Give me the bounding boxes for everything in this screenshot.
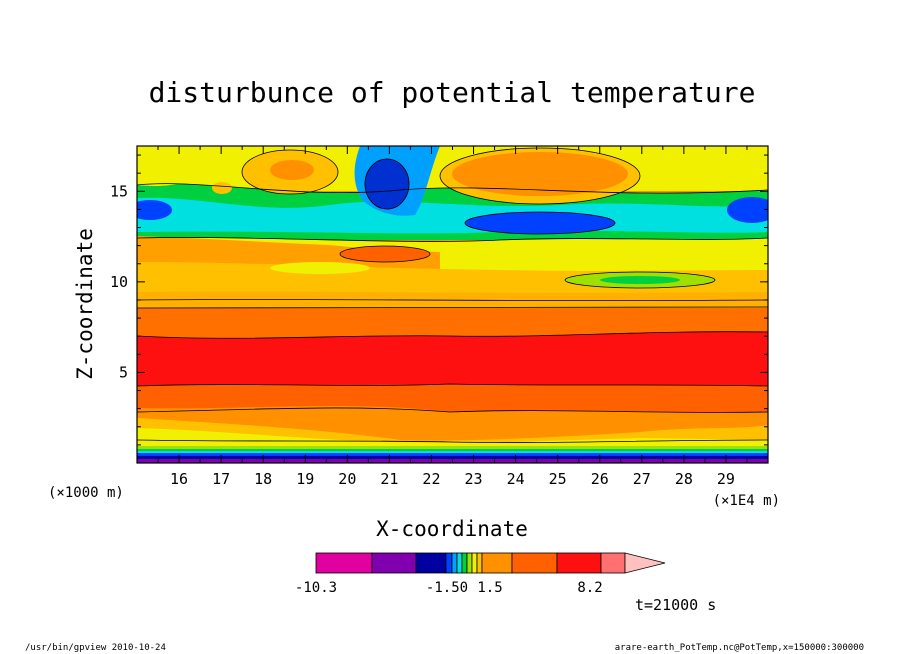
colorbar-cell [466, 552, 473, 574]
x-tick-label: 25 [549, 470, 567, 488]
x-tick-label: 18 [254, 470, 272, 488]
colorbar-cell [471, 552, 478, 574]
colorbar-label-min: -10.3 [295, 580, 337, 596]
colorbar [315, 552, 666, 574]
x-unit-left: (×1000 m) [48, 485, 124, 501]
x-tick-label: 21 [380, 470, 398, 488]
colorbar-arrow [624, 552, 666, 574]
x-tick-label: 29 [717, 470, 735, 488]
colorbar-cell [461, 552, 468, 574]
x-tick-label: 27 [633, 470, 651, 488]
x-tick-label: 19 [296, 470, 314, 488]
x-tick-label: 20 [338, 470, 356, 488]
time-label: t=21000 s [635, 596, 716, 614]
colorbar-cell [371, 552, 417, 574]
x-tick-label: 24 [507, 470, 525, 488]
x-tick-label: 28 [675, 470, 693, 488]
x-tick-label: 16 [170, 470, 188, 488]
colorbar-cell [415, 552, 447, 574]
colorbar-cell [600, 552, 626, 574]
colorbar-cell [511, 552, 558, 574]
y-axis: 5 10 15 [110, 154, 768, 464]
colorbar-cell [481, 552, 513, 574]
colorbar-cell [445, 552, 453, 574]
x-tick-label: 17 [212, 470, 230, 488]
colorbar-label-neg: -1.50 [426, 580, 468, 596]
x-tick-label: 26 [591, 470, 609, 488]
colorbar-cell [556, 552, 602, 574]
x-axis-label: X-coordinate [376, 517, 528, 541]
chart-title: disturbunce of potential temperature [149, 76, 756, 109]
colorbar-label-max: 8.2 [577, 580, 602, 596]
y-axis-label: Z-coordinate [73, 228, 97, 380]
footer-left: /usr/bin/gpview 2010-10-24 [25, 643, 166, 653]
y-tick-label: 10 [110, 273, 128, 291]
x-unit-right: (×1E4 m) [713, 493, 780, 509]
colorbar-cell [476, 552, 483, 574]
x-axis: 16 17 18 19 20 21 22 23 24 25 26 27 28 29 [136, 146, 769, 488]
colorbar-cell [451, 552, 458, 574]
y-tick-label: 15 [110, 182, 128, 200]
x-tick-label: 22 [422, 470, 440, 488]
colorbar-cell [315, 552, 373, 574]
x-tick-label: 23 [465, 470, 483, 488]
contour-field [137, 146, 768, 463]
y-tick-label: 5 [119, 363, 128, 381]
colorbar-label-pos: 1.5 [477, 580, 502, 596]
colorbar-cell [456, 552, 463, 574]
footer-right: arare-earth_PotTemp.nc@PotTemp,x=150000:… [615, 643, 864, 653]
